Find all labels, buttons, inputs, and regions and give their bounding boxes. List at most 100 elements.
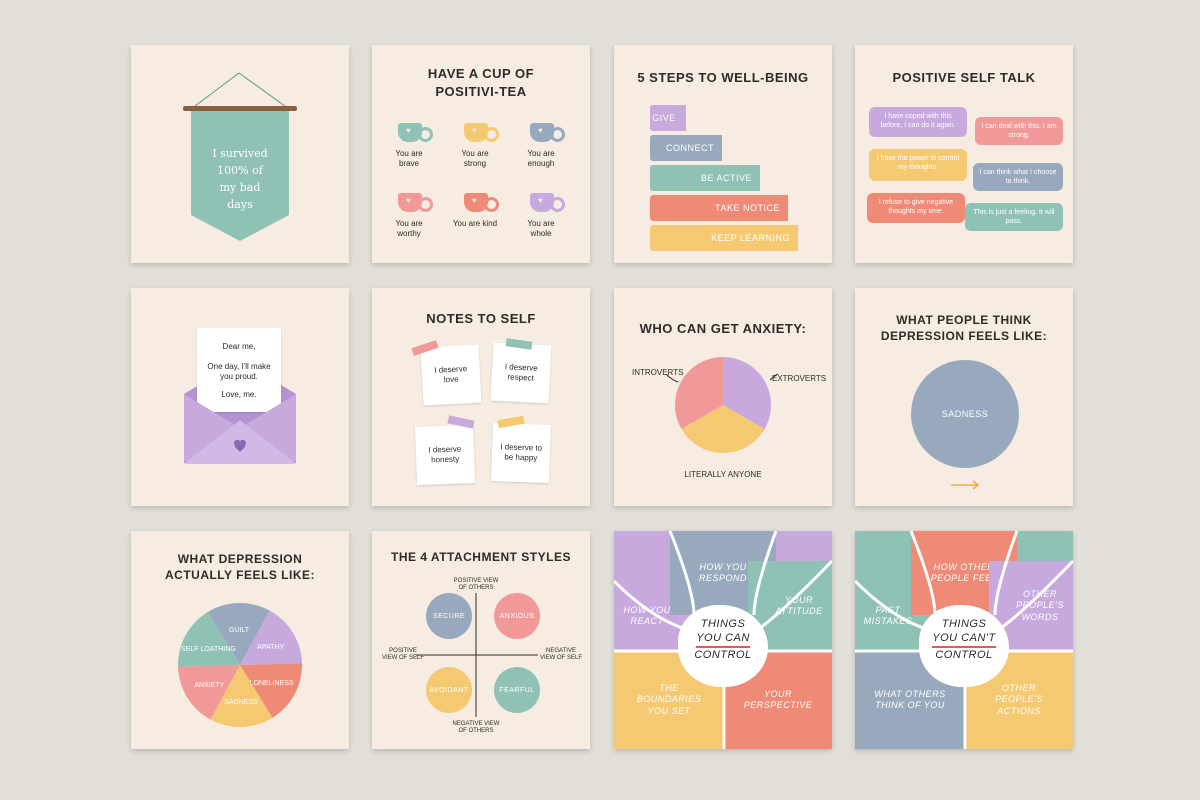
pie-slice-label: LONELINESS xyxy=(250,680,294,687)
speech-bubble: I can deal with this. I am strong. xyxy=(975,117,1063,145)
style-label: SECURE xyxy=(432,612,466,620)
banner-graphic xyxy=(183,72,297,241)
speech-bubble: I refuse to give negative thoughts my ti… xyxy=(867,193,965,223)
speech-bubble: I have coped with this before, I can do … xyxy=(869,107,967,137)
tea-cup-icon: ♥ xyxy=(464,121,499,143)
card-title: HAVE A CUP OF POSITIVI-TEA xyxy=(427,66,535,99)
pie-slice xyxy=(178,612,240,667)
card-title: NOTES TO SELF xyxy=(426,311,536,326)
label-extroverts: EXTROVERTS xyxy=(772,374,827,383)
cup-label: You are whole xyxy=(527,219,555,238)
segment-text: YOUR PERSPECTIVE xyxy=(743,688,813,710)
letter-line: Dear me, xyxy=(222,342,256,351)
card-cant-control: HOW OTHER PEOPLE FEEL PAST MISTAKES OTHE… xyxy=(855,531,1073,749)
tea-cup-icon: ♥ xyxy=(530,121,565,143)
tea-cup-icon: ♥ xyxy=(398,121,433,143)
sticky-note: I deserve love xyxy=(420,344,482,406)
center-line: YOU CAN xyxy=(696,631,750,648)
card-depression-think: WHAT PEOPLE THINK DEPRESSION FEELS LIKE:… xyxy=(855,288,1073,506)
axis-right: NEGATIVE VIEW OF SELF xyxy=(540,648,583,662)
pie-slice xyxy=(240,610,302,665)
style-label: AVOIDANT xyxy=(429,686,469,694)
style-anxious: ANXIOUS xyxy=(494,593,540,639)
card-positivi-tea: HAVE A CUP OF POSITIVI-TEA ♥ You are brav… xyxy=(372,45,590,263)
center-line: THINGS xyxy=(700,618,746,630)
card-positive-self-talk: POSITIVE SELF TALK I have coped with thi… xyxy=(855,45,1073,263)
center-text: THINGS YOU CAN'T CONTROL xyxy=(919,617,1009,662)
segment-text: YOUR ATTITUDE xyxy=(775,594,823,616)
letter-paper: Dear me, One day, I'll make you proud. L… xyxy=(197,328,281,412)
speech-bubble: I can think what I choose to think. xyxy=(973,163,1063,191)
tea-cup-icon: ♥ xyxy=(398,191,433,213)
letter-line: One day, I'll make you proud. xyxy=(207,362,271,381)
step-1: GIVE xyxy=(650,105,686,131)
note-text: I deserve respect xyxy=(504,361,538,383)
style-secure: SECURE xyxy=(426,593,472,639)
pie-slice-label: SADNESS xyxy=(224,699,258,706)
style-avoidant: AVOIDANT xyxy=(426,667,472,713)
sadness-circle: SADNESS xyxy=(911,360,1019,468)
pie-slice-label: APATHY xyxy=(257,644,284,651)
pie-slice xyxy=(210,665,273,727)
segment-text: HOW OTHER PEOPLE FEEL xyxy=(930,561,998,583)
step-3: BE ACTIVE xyxy=(650,165,760,191)
cup-label: You are strong xyxy=(461,149,489,168)
pie-slice xyxy=(207,603,270,665)
card-banner: I survived 100% of my bad days xyxy=(131,45,349,263)
card-notes-to-self: NOTES TO SELF I deserve love I deserve r… xyxy=(372,288,590,506)
center-line: YOU CAN'T xyxy=(932,631,996,648)
center-line: THINGS xyxy=(941,618,987,630)
segment-text: WHAT OTHERS THINK OF YOU xyxy=(874,688,946,710)
sticky-note: I deserve respect xyxy=(490,342,552,404)
center-line: CONTROL xyxy=(935,648,993,661)
anxiety-pie xyxy=(665,357,779,454)
step-2: CONNECT xyxy=(650,135,722,161)
card-depression-actual: WHAT DEPRESSION ACTUALLY FEELS LIKE: GUI… xyxy=(131,531,349,749)
card-title: 5 STEPS TO WELL-BEING xyxy=(637,70,809,85)
depression-pie: GUILT APATHY LONELINESS SADNESS ANXIETY SELF … xyxy=(178,603,302,727)
segment-text: HOW YOU RESPOND xyxy=(698,561,747,583)
circle-label: SADNESS xyxy=(941,409,989,419)
note-text: I deserve honesty xyxy=(428,444,462,465)
card-anxiety: WHO CAN GET ANXIETY: INTROVERTS EXTROVER… xyxy=(614,288,832,506)
pie-slice-label: GUILT xyxy=(229,627,250,634)
card-can-control: HOW YOU RESPOND HOW YOU REACT YOUR ATTIT… xyxy=(614,531,832,749)
tea-cup-icon: ♥ xyxy=(464,191,499,213)
arrow-right-icon xyxy=(951,480,980,490)
pie-slice xyxy=(240,663,302,718)
sticky-note: I deserve honesty xyxy=(415,425,475,485)
speech-bubble: I have the power to control my thoughts. xyxy=(869,149,967,181)
axis-bottom: NEGATIVE VIEW OF OTHERS xyxy=(452,721,500,735)
envelope-front xyxy=(184,394,296,464)
card-title: POSITIVE SELF TALK xyxy=(892,70,1036,85)
pie-slice-label: ANXIETY xyxy=(194,682,224,689)
letter-line: Love, me. xyxy=(221,390,257,399)
sticky-note: I deserve to be happy xyxy=(491,423,551,483)
card-5-steps: 5 STEPS TO WELL-BEING GIVE CONNECT BE ACTI… xyxy=(614,45,832,263)
label-anyone: LITERALLY ANYONE xyxy=(684,470,762,479)
speech-bubble: This is just a feeling. It will pass. xyxy=(965,203,1063,231)
style-label: FEARFUL xyxy=(499,686,535,694)
attachment-axes xyxy=(416,593,538,717)
banner-text: I survived 100% of my bad days xyxy=(212,147,268,212)
cup-label: You are brave xyxy=(395,149,423,168)
style-fearful: FEARFUL xyxy=(494,667,540,713)
note-text: I deserve love xyxy=(434,363,468,385)
segment-text: THE BOUNDARIES YOU SET xyxy=(636,683,702,716)
cup-label: You are kind xyxy=(452,219,498,228)
center-line: CONTROL xyxy=(694,648,752,661)
pie-slice xyxy=(178,665,240,720)
card-title: WHAT PEOPLE THINK DEPRESSION FEELS LIKE: xyxy=(880,313,1048,344)
card-title: WHO CAN GET ANXIETY: xyxy=(639,321,807,336)
card-title: WHAT DEPRESSION ACTUALLY FEELS LIKE: xyxy=(164,552,315,583)
step-4: TAKE NOTICE xyxy=(650,195,788,221)
pie-slice-label: SELF LOATHING xyxy=(181,646,236,653)
cup-label: You are worthy xyxy=(395,219,423,238)
segment-text: OTHER PEOPLE'S ACTIONS xyxy=(995,683,1043,716)
label-introverts: INTROVERTS xyxy=(632,368,684,377)
note-text: I deserve to be happy xyxy=(500,441,543,463)
tea-cup-icon: ♥ xyxy=(530,191,565,213)
card-letter: Dear me, One day, I'll make you proud. L… xyxy=(131,288,349,506)
center-text: THINGS YOU CAN CONTROL xyxy=(678,617,768,662)
